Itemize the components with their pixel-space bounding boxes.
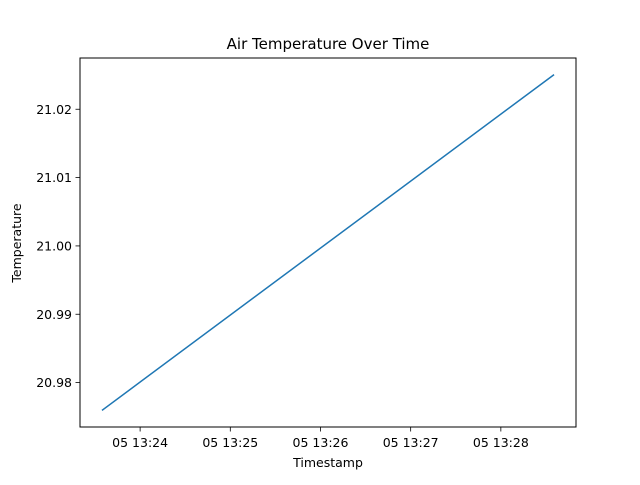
y-tick-label: 21.01 — [36, 170, 72, 185]
y-axis-label: Temperature — [9, 203, 24, 283]
x-tick-label: 05 13:26 — [293, 435, 349, 450]
x-axis-label: Timestamp — [292, 455, 363, 470]
x-axis: 05 13:24 05 13:25 05 13:26 05 13:27 05 13:28 — [112, 427, 529, 450]
series-line-1 — [101, 74, 555, 411]
y-tick-label: 20.98 — [36, 375, 72, 390]
chart-title: Air Temperature Over Time — [227, 35, 430, 53]
plot-frame — [79, 57, 577, 428]
y-tick-label: 21.00 — [36, 238, 72, 253]
x-tick-label: 05 13:27 — [383, 435, 439, 450]
y-axis: 20.98 20.99 21.00 21.01 21.02 — [36, 102, 80, 390]
y-tick-label: 21.02 — [36, 102, 72, 117]
y-tick-label: 20.99 — [36, 307, 72, 322]
plot-layer — [101, 74, 555, 411]
x-tick-label: 05 13:28 — [473, 435, 529, 450]
x-tick-label: 05 13:25 — [202, 435, 258, 450]
x-tick-label: 05 13:24 — [112, 435, 168, 450]
